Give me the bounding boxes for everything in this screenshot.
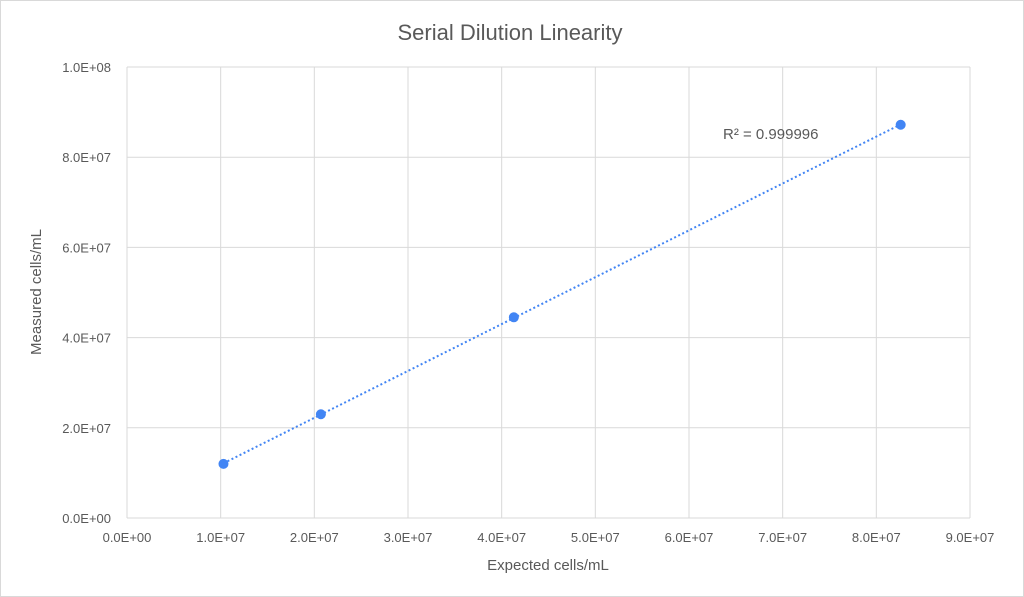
tick-labels: 0.0E+00 1.0E+07 2.0E+07 3.0E+07 4.0E+07 5.0E+…: [62, 60, 994, 545]
r-squared-annotation: R² = 0.999996: [723, 126, 819, 143]
chart-title: Serial Dilution Linearity: [398, 20, 623, 45]
x-tick-label: 0.0E+00: [103, 530, 152, 545]
y-tick-label: 8.0E+07: [62, 150, 111, 165]
y-tick-label: 4.0E+07: [62, 331, 111, 346]
y-tick-label: 1.0E+08: [62, 60, 111, 75]
x-tick-label: 5.0E+07: [571, 530, 620, 545]
x-tick-label: 1.0E+07: [196, 530, 245, 545]
trendline-group: [223, 123, 902, 465]
data-point: [315, 409, 326, 420]
data-point: [508, 312, 519, 323]
x-tick-label: 4.0E+07: [477, 530, 526, 545]
x-axis-title: Expected cells/mL: [487, 557, 609, 574]
x-tick-label: 7.0E+07: [758, 530, 807, 545]
x-tick-label: 6.0E+07: [665, 530, 714, 545]
y-tick-label: 2.0E+07: [62, 421, 111, 436]
x-tick-label: 3.0E+07: [384, 530, 433, 545]
data-point: [218, 458, 229, 469]
x-tick-label: 2.0E+07: [290, 530, 339, 545]
x-tick-label: 9.0E+07: [946, 530, 995, 545]
trendline: [223, 123, 902, 465]
data-points: [218, 119, 906, 469]
y-axis-title: Measured cells/mL: [28, 229, 45, 355]
data-point: [895, 119, 906, 130]
grid: [126, 66, 971, 519]
y-tick-label: 6.0E+07: [62, 240, 111, 255]
x-tick-label: 8.0E+07: [852, 530, 901, 545]
y-tick-label: 0.0E+00: [62, 511, 111, 526]
